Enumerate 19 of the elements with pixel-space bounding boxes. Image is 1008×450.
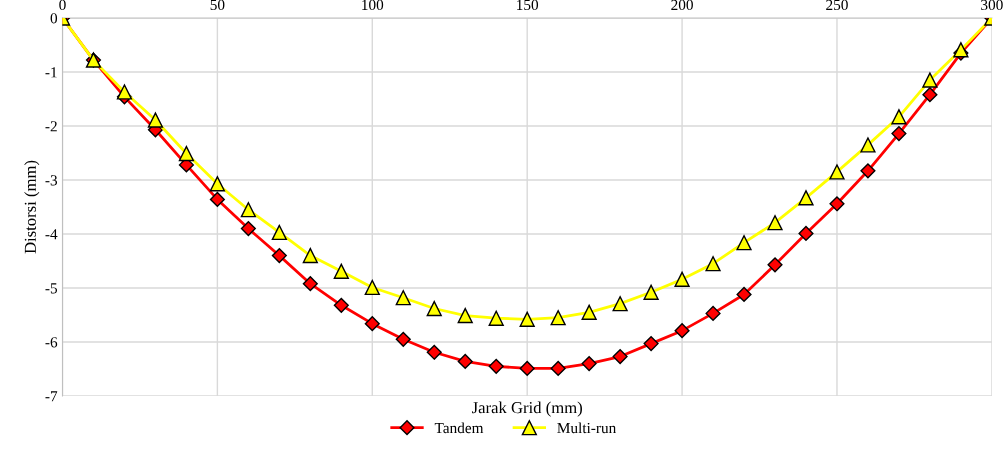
legend-label: Multi-run <box>557 422 617 434</box>
y-tick-label: -5 <box>45 283 58 294</box>
y-tick-label: -4 <box>45 229 58 240</box>
y-tick-label: -7 <box>45 391 58 402</box>
x-tick-label: 50 <box>210 0 225 11</box>
y-tick-label: -1 <box>45 67 57 78</box>
y-tick-label: -6 <box>45 337 58 348</box>
x-tick-label: 250 <box>826 0 848 11</box>
x-tick-label: 300 <box>981 0 1003 11</box>
x-tick-label: 100 <box>362 0 384 11</box>
legend-label: Tandem <box>434 422 484 434</box>
x-axis-title: Jarak Grid (mm) <box>472 401 582 417</box>
x-tick-label: 200 <box>671 0 693 11</box>
y-axis-title: Distorsi (mm) <box>24 160 40 254</box>
y-tick-label: -2 <box>45 121 57 132</box>
y-tick-label: 0 <box>50 13 58 24</box>
y-tick-label: -3 <box>45 175 58 186</box>
x-tick-label: 0 <box>59 0 66 11</box>
x-tick-label: 150 <box>517 0 539 11</box>
